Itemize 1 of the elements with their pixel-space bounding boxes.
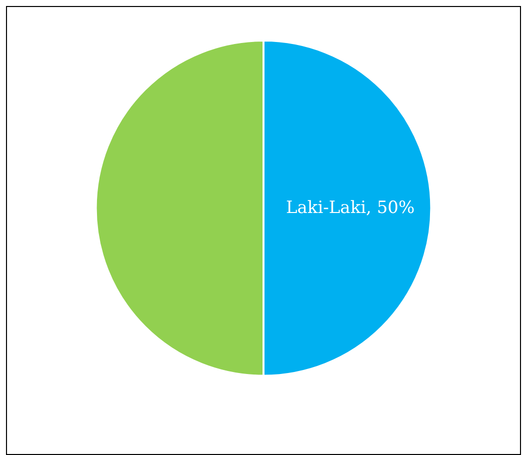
slice-label: Laki-Laki, 50% xyxy=(286,198,415,218)
